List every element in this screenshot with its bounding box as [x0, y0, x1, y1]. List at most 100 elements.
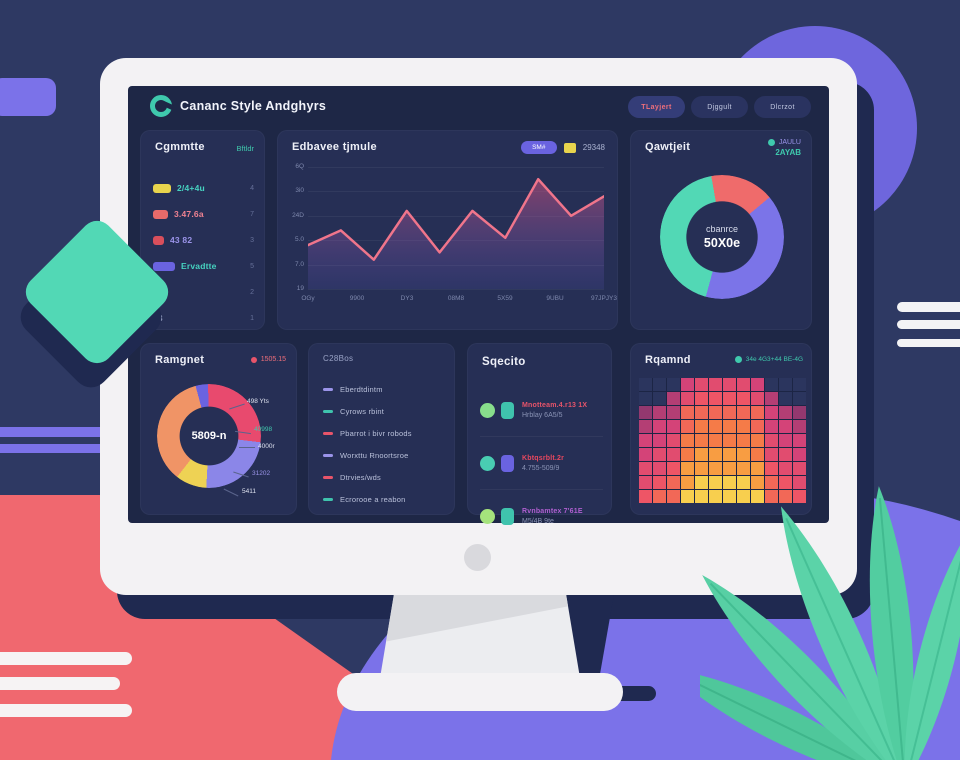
list-item[interactable]: Cyrows rbint	[323, 400, 446, 422]
heatmap-cell	[653, 434, 666, 447]
line-chart-legend: SM# 29348	[520, 141, 605, 154]
heatmap-cell	[667, 378, 680, 391]
purple-bar-decor	[0, 427, 190, 437]
line-chart-title: Edbavee tjmule	[292, 141, 377, 153]
heatmap-cell	[737, 420, 750, 433]
donut-chart	[157, 384, 261, 488]
heatmap-cell	[681, 490, 694, 503]
heatmap-cell	[681, 476, 694, 489]
heatmap-cell	[723, 420, 736, 433]
heatmap-cell	[793, 392, 806, 405]
heatmap-cell	[723, 392, 736, 405]
bullet-dash	[323, 409, 333, 413]
dashboard-screen: Cananc Style Andghyrs TLayjert Djggult D…	[128, 86, 829, 525]
color-chip	[153, 235, 164, 245]
header-button-3[interactable]: Dlcrzot	[754, 96, 811, 118]
heatmap-cell	[751, 434, 764, 447]
list-item[interactable]: 3.47.6a 7	[153, 201, 254, 227]
color-chip	[153, 183, 171, 193]
badge-dot	[250, 356, 257, 363]
list-item[interactable]: 43 1	[153, 305, 254, 331]
heatmap-cell	[667, 392, 680, 405]
header-button-1[interactable]: TLayjert	[628, 96, 685, 118]
heatmap-cell	[793, 476, 806, 489]
panel-heatmap: Rqamnd 34e 4G3+44 BE-4G	[630, 343, 812, 515]
heatmap-cell	[723, 406, 736, 419]
heatmap-cell	[779, 490, 792, 503]
heatmap-cell	[723, 490, 736, 503]
heatmap-cell	[653, 406, 666, 419]
x-axis-tick: 08M8	[447, 295, 465, 302]
activity-line2: 4.755-509/9	[522, 464, 560, 472]
heatmap-cell	[709, 490, 722, 503]
activity-line2: Hrblay 6A5/5	[522, 411, 563, 419]
heatmap-cell	[737, 406, 750, 419]
heatmap-cell	[765, 406, 778, 419]
heatmap-cell	[737, 434, 750, 447]
activity-item[interactable]: Kbtqsrblt.2r 4.755-509/9	[480, 437, 603, 490]
heatmap-cell	[793, 434, 806, 447]
callout-label: 5411	[242, 488, 256, 495]
callout-line	[239, 447, 255, 448]
legend-label: 34e 4G3+44 BE-4G	[745, 356, 803, 363]
heatmap-cell	[695, 448, 708, 461]
heatmap-cell	[667, 406, 680, 419]
list-item[interactable]: 2/4+4u 4	[153, 175, 254, 201]
legend-value: 2AYAB	[775, 148, 801, 157]
legend-swatch	[563, 142, 576, 153]
heatmap-cell	[653, 448, 666, 461]
activity-line1: Kbtqsrblt.2r	[522, 454, 565, 462]
gridline	[308, 167, 604, 168]
heatmap-cell	[653, 378, 666, 391]
heatmap-cell	[765, 462, 778, 475]
list-item[interactable]: Ecrorooe a reabon	[323, 488, 446, 510]
x-axis-tick: 9UBU	[546, 295, 564, 302]
heatmap-cell	[709, 462, 722, 475]
heatmap-cell	[653, 392, 666, 405]
heatmap-cell	[709, 392, 722, 405]
list-item[interactable]: Ervadtte 5	[153, 253, 254, 279]
activity-line1: Mnotteam.4.r13 1X	[522, 401, 588, 409]
heatmap-cell	[695, 420, 708, 433]
heatmap-cell	[667, 448, 680, 461]
list-item[interactable]: Dtrvies/wds	[323, 466, 446, 488]
heatmap-cell	[639, 490, 652, 503]
heatmap-cell	[793, 420, 806, 433]
list-item[interactable]: Eberdtdintm	[323, 378, 446, 400]
list-item[interactable]: Worxttu Rnoortsroe	[323, 444, 446, 466]
heatmap-cell	[737, 490, 750, 503]
header-button-2[interactable]: Djggult	[691, 96, 748, 118]
list-item-label: 43 82	[170, 235, 193, 245]
x-axis-tick: OGy	[301, 295, 315, 302]
heatmap-cell	[639, 420, 652, 433]
activity-item[interactable]: Mnotteam.4.r13 1X Hrblay 6A5/5	[480, 384, 603, 437]
legend-pill[interactable]: SM#	[520, 141, 557, 154]
heatmap-cell	[737, 476, 750, 489]
activity-item[interactable]: Rvnbamtex 7'61E M5/4B 9te	[480, 490, 603, 542]
document-icon	[501, 454, 514, 472]
gridline	[308, 216, 604, 217]
heatmap-cell	[695, 378, 708, 391]
heatmap-legend: 34e 4G3+44 BE-4G	[734, 356, 803, 363]
white-bar-decor	[0, 677, 120, 690]
heatmap-cell	[779, 434, 792, 447]
list-item-value: 1	[250, 314, 254, 322]
bullet-dash	[323, 431, 333, 435]
heatmap-cell	[751, 476, 764, 489]
heatmap-cell	[765, 490, 778, 503]
heatmap-cell	[639, 406, 652, 419]
y-axis-tick: 24D	[292, 212, 304, 219]
heatmap-cell	[709, 406, 722, 419]
heatmap-cell	[779, 476, 792, 489]
heatmap-cell	[639, 448, 652, 461]
comments-rows: 2/4+4u 4 3.47.6a 7 43 82 3 Ervadtte 5	[153, 175, 254, 331]
heatmap-cell	[653, 420, 666, 433]
heatmap-cell	[639, 392, 652, 405]
list-item[interactable]: 43 82 3	[153, 227, 254, 253]
heatmap-cell	[765, 392, 778, 405]
legend-dot	[767, 139, 775, 146]
list-item[interactable]: Pbarrot i bivr robods	[323, 422, 446, 444]
heatmap-cell	[793, 462, 806, 475]
app-logo-icon	[150, 95, 172, 117]
heatmap-cell	[793, 448, 806, 461]
